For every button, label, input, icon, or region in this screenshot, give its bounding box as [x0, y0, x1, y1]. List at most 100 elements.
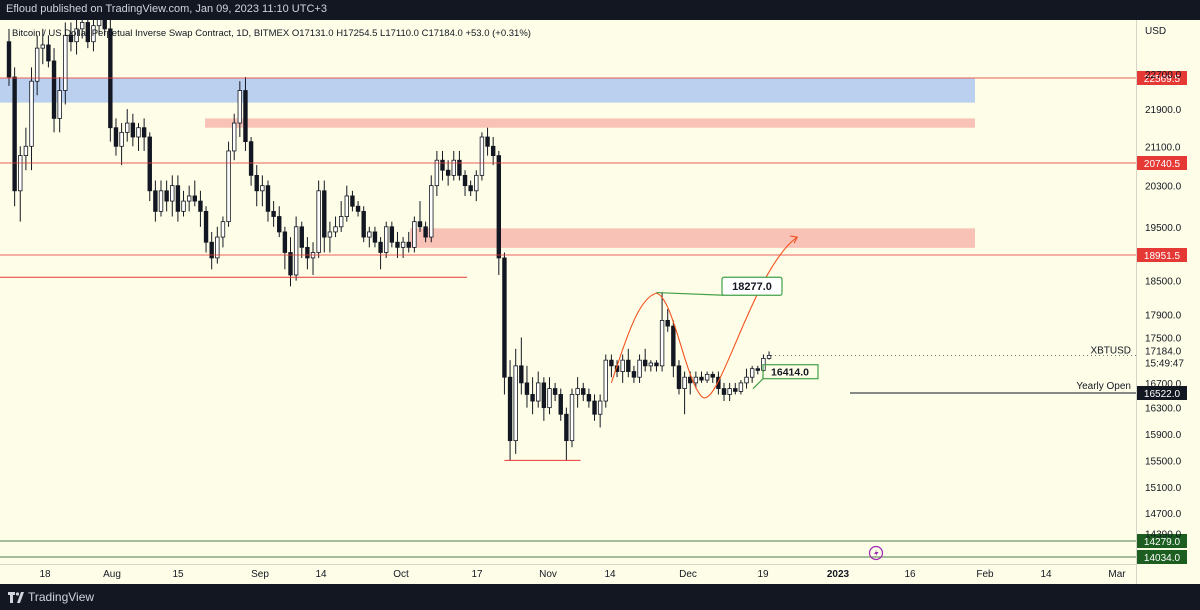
- candle: [136, 123, 141, 151]
- candle-body: [40, 44, 45, 49]
- candle: [547, 377, 552, 415]
- x-tick-label: 2023: [827, 569, 850, 580]
- candle: [744, 368, 749, 389]
- candle-body: [338, 216, 344, 228]
- candle-body: [704, 373, 710, 381]
- candle: [198, 190, 203, 227]
- candle: [682, 371, 687, 415]
- y-tick-label: 15500.0: [1145, 456, 1182, 467]
- candle-body: [327, 231, 333, 238]
- symbol-label: XBTUSD: [1090, 345, 1131, 356]
- candle: [592, 394, 597, 421]
- candle-body: [130, 122, 136, 138]
- candle-body: [507, 376, 513, 442]
- candle: [766, 351, 772, 360]
- price-chart[interactable]: 22569.5 20740.5 18951.5 14279.0 14034.0 Yearl…: [0, 20, 1200, 584]
- candle: [57, 77, 62, 133]
- candle-body: [451, 159, 456, 176]
- candle-body: [609, 359, 614, 367]
- y-tick-label: 14700.0: [1145, 509, 1182, 520]
- candle: [175, 175, 181, 222]
- candle-body: [29, 80, 34, 147]
- candle-body: [474, 174, 479, 192]
- candle-body: [46, 44, 51, 62]
- candle: [237, 81, 243, 137]
- tradingview-logo-icon: [8, 592, 24, 603]
- zone-supply: [0, 78, 975, 103]
- level-price-box: [1137, 550, 1187, 564]
- projection-arrow: [790, 235, 799, 244]
- candle-body: [350, 195, 355, 207]
- candle-body: [220, 221, 226, 238]
- x-axis: 18 Aug 15 Sep 14 Oct 17 Nov 14 Dec 19 2023 16 Feb 14 Ma…: [39, 545, 1126, 580]
- candle-body: [237, 90, 243, 124]
- candle: [254, 165, 259, 207]
- candle: [63, 22, 68, 105]
- x-tick-label: 16: [904, 569, 916, 580]
- candle-body: [355, 205, 361, 212]
- candle-body: [316, 190, 321, 253]
- candle: [91, 20, 96, 52]
- candle-body: [147, 136, 152, 192]
- candle-body: [175, 185, 181, 212]
- candle-body: [209, 241, 214, 259]
- candle: [412, 216, 417, 253]
- candle: [215, 226, 220, 264]
- candle-body: [733, 388, 738, 392]
- x-tick-label: Oct: [393, 569, 409, 580]
- candle-body: [265, 185, 271, 212]
- candle-body: [564, 413, 569, 442]
- candle: [23, 127, 29, 171]
- candle-body: [744, 376, 749, 384]
- candle-body: [699, 376, 704, 381]
- candle-body: [333, 226, 338, 233]
- candle-body: [440, 159, 445, 171]
- range-label-pointer: [752, 378, 764, 390]
- y-tick-label: 22700.0: [1145, 70, 1182, 81]
- candle-body: [676, 365, 682, 389]
- candle-body: [693, 376, 699, 384]
- candle-body: [119, 131, 124, 147]
- candle: [153, 180, 158, 222]
- candle-body: [710, 373, 715, 378]
- candle: [119, 123, 124, 166]
- candle-body: [34, 47, 40, 82]
- candle: [51, 48, 57, 133]
- projection-path: [610, 236, 798, 399]
- candle: [457, 150, 462, 181]
- y-tick-label: 17900.0: [1145, 311, 1182, 322]
- candle-body: [254, 174, 259, 192]
- candle-body: [186, 195, 192, 202]
- candle-body: [400, 241, 406, 248]
- candle-body: [462, 174, 468, 187]
- level-price-box: [1137, 248, 1187, 262]
- candle-body: [164, 190, 169, 202]
- candle-body: [102, 20, 107, 30]
- candle: [113, 118, 119, 156]
- x-tick-label: 14: [315, 569, 327, 580]
- level-price-box: [1137, 71, 1187, 85]
- candle: [699, 371, 704, 383]
- candle-body: [490, 145, 496, 156]
- candle: [231, 113, 237, 161]
- candle-body: [716, 376, 721, 389]
- candle-body: [721, 388, 727, 395]
- candle: [569, 388, 575, 448]
- candle-body: [524, 382, 530, 395]
- candle: [440, 150, 445, 181]
- zone-resistance: [205, 118, 975, 128]
- candle-body: [367, 231, 372, 238]
- candle: [350, 190, 355, 212]
- candle-body: [536, 382, 541, 402]
- chart-panel[interactable]: 22569.5 20740.5 18951.5 14279.0 14034.0 Yearl…: [0, 20, 1200, 584]
- candle-body: [372, 231, 378, 243]
- candle-body: [74, 28, 79, 43]
- brand-bar: TradingView: [0, 584, 1200, 610]
- candle: [727, 382, 732, 402]
- candle: [271, 201, 276, 227]
- candle: [417, 201, 423, 232]
- candle: [34, 35, 40, 96]
- candle-body: [85, 22, 91, 43]
- candle: [586, 388, 592, 408]
- candle: [496, 150, 502, 275]
